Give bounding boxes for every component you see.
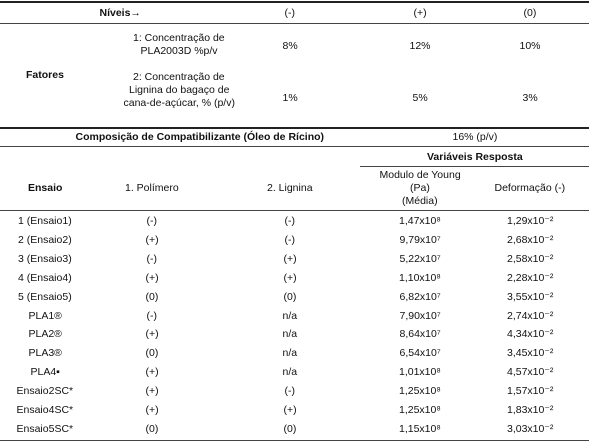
row-value: (+) [145,233,159,246]
compatibilizer-label: Composição de Compatibilizante (Óleo de … [75,131,325,143]
row-value: 2,28x10⁻² [507,271,554,284]
row-value: 2,68x10⁻² [507,233,554,246]
row-value: 7,90x10⁷ [399,309,441,322]
row-value: 4,57x10⁻² [507,366,554,379]
row-value: 5,22x10⁷ [399,252,441,265]
rule [360,166,589,167]
row-label: 4 (Ensaio4) [18,271,72,284]
row-value: n/a [282,309,298,322]
factor-value: 3% [522,92,538,104]
response-header: Variáveis Resposta [427,151,523,163]
row-value: (0) [145,290,159,303]
row-value: 1,01x10⁸ [399,366,441,379]
row-label: 1 (Ensaio1) [18,215,72,227]
row-value: 1,25x10⁸ [399,385,441,398]
row-value: 3,03x10⁻² [507,422,554,435]
row-value: 1,29x10⁻² [507,215,554,227]
row-value: (+) [145,271,159,284]
row-label: PLA1® [28,309,62,322]
rule [0,146,589,147]
row-value: 3,55x10⁻² [507,290,554,303]
row-value: (-) [284,233,296,246]
column-header: 2. Lignina [267,182,313,194]
row-value: 6,54x10⁷ [399,347,441,360]
row-value: 9,79x10⁷ [399,233,441,246]
column-header: (Pa) [410,182,430,194]
row-value: (0) [145,422,159,435]
row-value: 2,58x10⁻² [507,252,554,265]
row-value: 6,82x10⁷ [399,290,441,303]
rule [0,127,589,129]
column-header: (Média) [402,195,438,207]
rule [0,440,589,441]
level: (+) [413,7,427,19]
column-header: Ensaio [28,182,63,194]
factor-label: PLA2003D %p/v [140,45,218,57]
row-value: (+) [145,385,159,398]
row-value: (0) [145,347,159,360]
row-label: 2 (Ensaio2) [18,233,72,246]
row-value: 4,34x10⁻² [507,328,554,341]
row-value: 1,15x10⁸ [399,422,441,435]
row-value: 1,10x10⁸ [399,271,441,284]
row-value: n/a [282,366,298,379]
row-label: PLA4▪ [30,366,60,379]
row-value: (-) [284,215,296,227]
row-value: (+) [145,328,159,341]
column-header: Modulo de Young [379,169,461,181]
row-value: (-) [146,309,158,322]
row-label: PLA2® [28,328,62,341]
rule [0,1,589,3]
levels-label: Níveis→ [99,7,141,19]
row-value: (-) [284,385,296,398]
row-value: (0) [283,422,297,435]
level: (0) [523,7,537,19]
factor-value: 8% [282,40,298,52]
row-value: n/a [282,328,298,341]
row-label: Ensaio4SC* [16,404,74,416]
row-value: 8,64x10⁷ [399,328,441,341]
factor-value: 10% [519,40,541,52]
row-value: 3,45x10⁻² [507,347,554,360]
row-value: (+) [283,271,297,284]
compatibilizer-value: 16% (p/v) [452,131,498,143]
row-label: PLA3® [28,347,62,360]
row-label: Ensaio2SC* [16,385,74,398]
column-header: Deformação (-) [494,182,566,194]
row-value: (-) [146,252,158,265]
factor-value: 1% [282,92,298,104]
row-value: (+) [145,366,159,379]
rule [0,210,589,211]
factor-label: 1: Concentração de [133,32,225,44]
column-header: 1. Polímero [125,182,179,194]
factor-label: Lignina do bagaço de [129,84,230,96]
factors-label: Fatores [26,69,64,81]
factor-label: cana-de-açúcar, % (p/v) [123,97,235,109]
factor-value: 5% [412,92,428,104]
row-value: 1,83x10⁻² [507,404,554,416]
row-value: 1,57x10⁻² [507,385,554,398]
rule [0,23,589,24]
row-value: (+) [283,404,297,416]
row-value: (-) [146,215,158,227]
row-value: (+) [283,252,297,265]
row-value: 2,74x10⁻² [507,309,554,322]
row-value: (0) [283,290,297,303]
row-label: 3 (Ensaio3) [18,252,72,265]
row-label: Ensaio5SC* [16,422,74,435]
row-value: n/a [282,347,298,360]
row-value: 1,47x10⁸ [399,215,441,227]
row-value: 1,25x10⁸ [399,404,441,416]
level: (-) [284,7,296,19]
factor-label: 2: Concentração de [133,71,225,83]
row-value: (+) [145,404,159,416]
row-label: 5 (Ensaio5) [18,290,72,303]
factor-value: 12% [409,40,431,52]
